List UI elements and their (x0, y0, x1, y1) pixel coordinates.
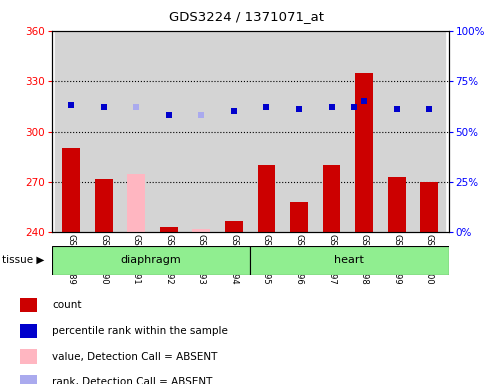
Text: GDS3224 / 1371071_at: GDS3224 / 1371071_at (169, 10, 324, 23)
Bar (127, 174, 145, 232)
Point (327, 104, 335, 111)
Text: tissue ▶: tissue ▶ (2, 255, 45, 265)
FancyBboxPatch shape (20, 375, 37, 384)
Bar (250, 31, 282, 232)
Bar (192, 229, 211, 232)
Point (425, 106, 433, 113)
Bar (290, 202, 308, 232)
Bar (315, 31, 348, 232)
Bar (120, 31, 153, 232)
Point (100, 104, 108, 111)
Point (165, 112, 173, 118)
Bar (95, 179, 113, 232)
Bar (380, 31, 413, 232)
Bar (153, 31, 185, 232)
Bar (218, 31, 250, 232)
Point (198, 112, 206, 118)
Point (295, 106, 303, 113)
Bar (322, 165, 341, 232)
Bar (420, 182, 438, 232)
Bar (62, 148, 80, 232)
Point (230, 108, 238, 114)
Point (133, 104, 141, 111)
Point (68, 102, 75, 108)
Text: value, Detection Call = ABSENT: value, Detection Call = ABSENT (52, 351, 217, 361)
Bar (185, 31, 218, 232)
Bar (225, 220, 243, 232)
Bar (88, 31, 120, 232)
Bar (257, 165, 276, 232)
Text: count: count (52, 300, 82, 310)
Bar (282, 31, 315, 232)
FancyBboxPatch shape (20, 324, 37, 338)
Point (262, 104, 270, 111)
FancyBboxPatch shape (20, 298, 37, 312)
Point (351, 104, 358, 111)
FancyBboxPatch shape (20, 349, 37, 364)
Text: percentile rank within the sample: percentile rank within the sample (52, 326, 228, 336)
Text: diaphragm: diaphragm (121, 255, 181, 265)
Point (392, 106, 400, 113)
Text: heart: heart (334, 255, 364, 265)
Bar (348, 31, 380, 232)
FancyBboxPatch shape (52, 246, 250, 275)
FancyBboxPatch shape (250, 246, 449, 275)
Bar (55, 31, 88, 232)
Bar (387, 177, 406, 232)
Bar (413, 31, 445, 232)
Point (360, 98, 368, 104)
Text: rank, Detection Call = ABSENT: rank, Detection Call = ABSENT (52, 377, 212, 384)
Bar (160, 227, 178, 232)
Bar (355, 73, 373, 232)
